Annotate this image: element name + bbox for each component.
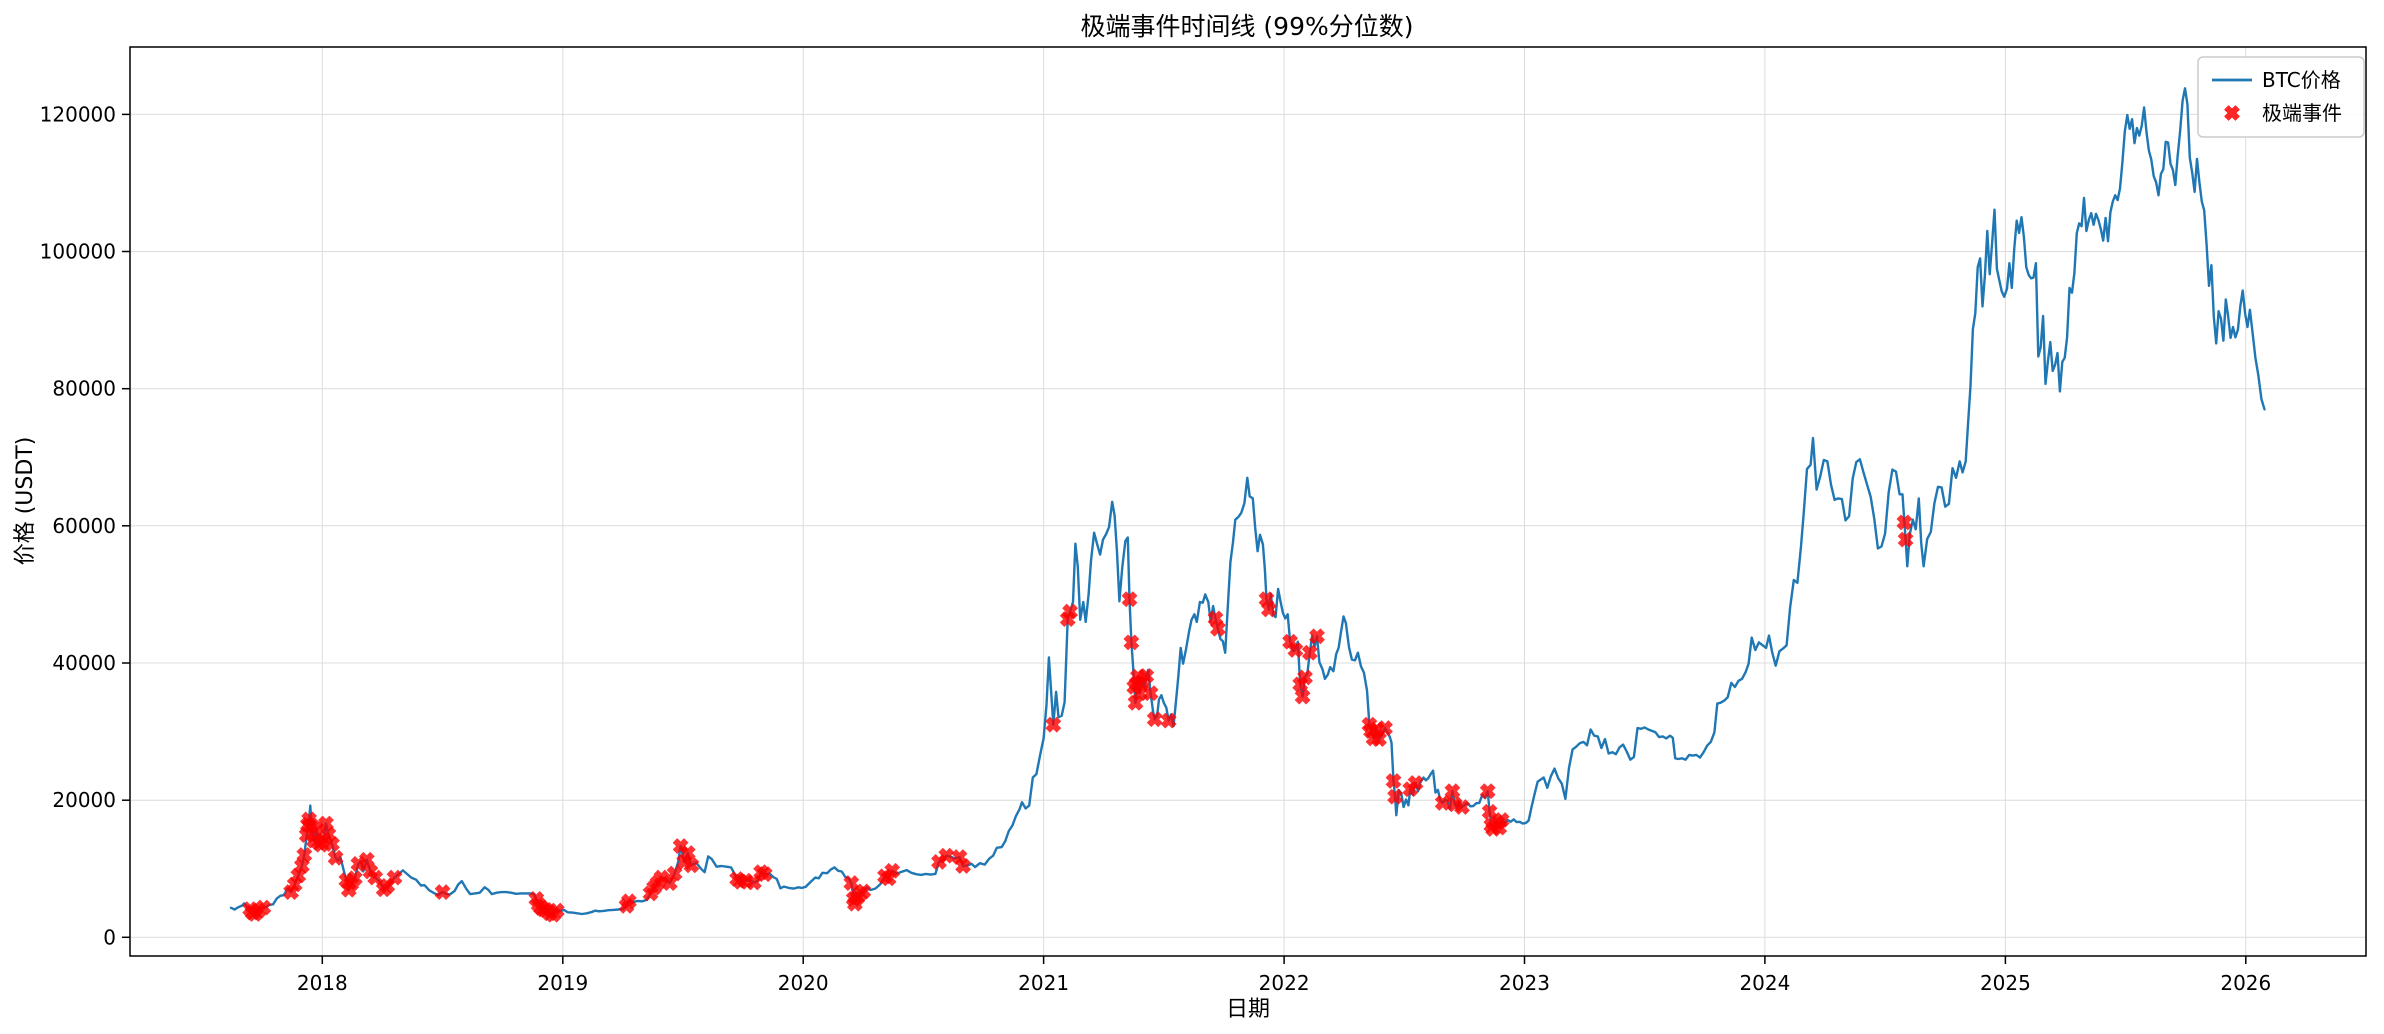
y-axis-label: 价格 (USDT) xyxy=(13,437,38,566)
plot-area: 2018 2019 2020 2021 2022 2023 2024 2025 2026 0 200… xyxy=(40,46,2367,995)
extreme-event-marker xyxy=(434,884,451,901)
extreme-event-marker xyxy=(756,866,773,883)
extreme-event-marker xyxy=(1387,788,1404,805)
x-tick-label: 2019 xyxy=(537,971,588,995)
x-tick-label: 2020 xyxy=(778,971,829,995)
extreme-event-marker xyxy=(327,849,344,866)
x-tick-label: 2025 xyxy=(1980,971,2031,995)
x-tick-label: 2024 xyxy=(1739,971,1790,995)
extreme-event-marker xyxy=(1454,799,1470,815)
extreme-event-marker xyxy=(884,862,901,879)
extreme-event-marker xyxy=(1897,531,1914,548)
extreme-event-marker xyxy=(1160,712,1177,729)
extreme-event-marker xyxy=(1123,634,1140,651)
extreme-event-marker xyxy=(1385,773,1402,789)
extreme-event-marker xyxy=(1479,783,1496,800)
extreme-event-marker xyxy=(666,865,683,882)
extreme-event-marker xyxy=(1287,642,1304,658)
x-tick-label: 2022 xyxy=(1259,971,1310,995)
extreme-event-marker xyxy=(1297,669,1313,686)
y-tick-label: 40000 xyxy=(52,651,116,675)
extreme-event-marker xyxy=(1127,694,1144,711)
chart-title: 极端事件时间线 (99%分位数) xyxy=(1080,12,1413,41)
extreme-event-marker xyxy=(367,869,384,886)
extreme-event-marker xyxy=(1377,720,1393,737)
extreme-event-marker xyxy=(346,870,363,887)
extreme-event-marker xyxy=(1309,628,1325,645)
extreme-event-marker xyxy=(1258,591,1275,608)
extreme-event-marker xyxy=(679,845,696,861)
extreme-event-marker xyxy=(1142,685,1159,702)
extreme-event-marker xyxy=(286,876,303,893)
x-tick-label: 2023 xyxy=(1499,971,1550,995)
extreme-event-marker xyxy=(293,858,310,874)
extreme-event-marker xyxy=(1209,620,1226,637)
extreme-event-marker xyxy=(296,847,313,863)
extreme-event-marker xyxy=(1260,601,1277,618)
extreme-event-marker xyxy=(1301,644,1318,661)
legend-box xyxy=(2197,56,2365,138)
x-tick-label: 2026 xyxy=(2220,971,2271,995)
extreme-event-marker xyxy=(318,815,334,832)
extreme-event-marker xyxy=(620,893,637,910)
extreme-event-marker xyxy=(548,902,565,919)
extreme-event-marker xyxy=(1138,668,1155,684)
extreme-event-marker xyxy=(843,875,860,892)
legend: BTC价格 极端事件 xyxy=(2197,56,2365,138)
x-axis-label: 日期 xyxy=(1226,997,1270,1022)
x-tick-label: 2021 xyxy=(1018,971,1069,995)
extreme-event-marker xyxy=(320,826,337,843)
extreme-event-marker xyxy=(938,847,955,864)
extreme-event-marker xyxy=(951,849,968,866)
extreme-event-marker xyxy=(1407,775,1424,791)
y-tick-label: 120000 xyxy=(40,102,116,126)
extreme-event-marker xyxy=(1294,688,1311,705)
y-tick-label: 20000 xyxy=(52,788,116,812)
btc-price-line xyxy=(229,87,2266,916)
extreme-event-marker xyxy=(661,875,678,892)
legend-label-extreme-events: 极端事件 xyxy=(2262,101,2342,125)
extreme-event-marker xyxy=(683,857,700,874)
extreme-event-marker xyxy=(1896,514,1913,531)
extreme-event-marker xyxy=(1146,711,1163,728)
extreme-event-marker xyxy=(1121,591,1138,608)
y-tick-label: 100000 xyxy=(40,240,116,264)
plot-border xyxy=(129,46,2367,957)
extreme-event-marker xyxy=(290,867,307,884)
extreme-event-marker xyxy=(955,858,972,874)
extreme-event-marker xyxy=(1493,812,1510,828)
extreme-event-marker xyxy=(1444,783,1461,800)
extreme-event-marker xyxy=(1045,716,1062,733)
y-tick-label: 60000 xyxy=(52,514,116,538)
legend-label-btc-price: BTC价格 xyxy=(2262,68,2341,92)
extreme-event-marker xyxy=(1371,731,1387,748)
extreme-event-marker xyxy=(255,899,272,916)
y-tick-label: 80000 xyxy=(52,377,116,401)
extreme-event-marker xyxy=(324,836,340,852)
y-tick-label: 0 xyxy=(103,925,116,949)
extreme-event-marker xyxy=(358,851,375,868)
x-tick-label: 2018 xyxy=(297,971,348,995)
extreme-event-marker xyxy=(386,869,403,886)
extreme-event-marker xyxy=(1207,610,1224,627)
legend-x-marker-icon xyxy=(2224,105,2240,121)
extreme-event-marker xyxy=(1062,603,1079,620)
extreme-event-marker xyxy=(1434,794,1451,811)
extreme-event-marker xyxy=(855,883,872,900)
